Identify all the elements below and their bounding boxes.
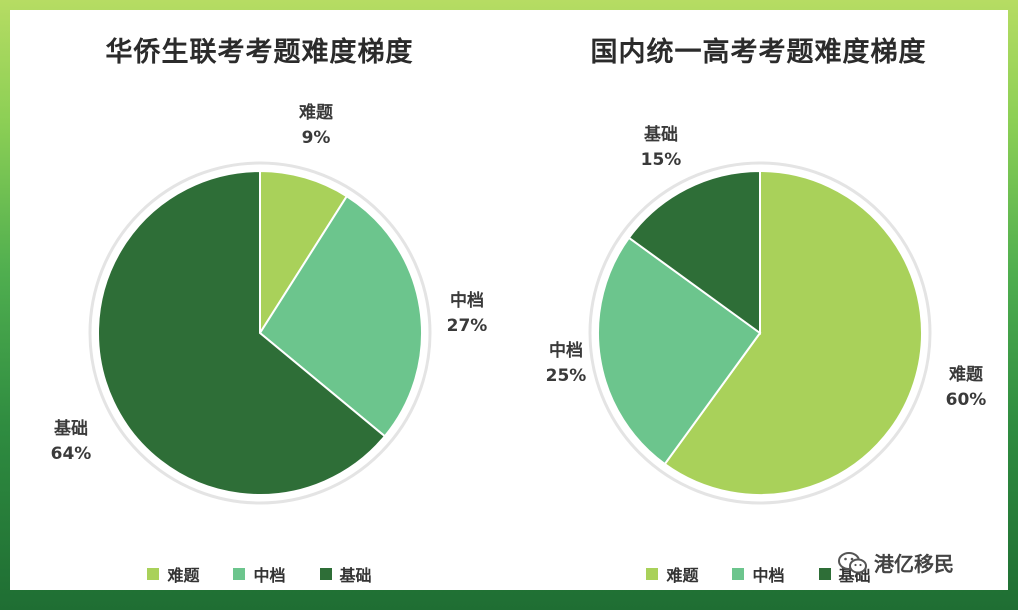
chart-card: 华侨生联考考题难度梯度 难题 9% 中档 27% 基础 64% 难题 中档 基础 国内统一高考… bbox=[10, 10, 1008, 590]
watermark-text: 港亿移民 bbox=[874, 552, 954, 576]
watermark: 港亿移民 bbox=[838, 548, 954, 577]
slice-percent-label: 15% bbox=[641, 150, 682, 170]
legend-label: 难题 bbox=[167, 566, 200, 585]
pie-slice-medium bbox=[258, 194, 423, 438]
legend-swatch bbox=[646, 568, 659, 580]
slice-category-label: 难题 bbox=[298, 102, 334, 123]
pie-slice-basic bbox=[97, 169, 387, 496]
legend-left: 难题 中档 基础 bbox=[10, 562, 509, 586]
legend-label: 难题 bbox=[666, 566, 699, 585]
legend-right: 难题 中档 基础 bbox=[509, 562, 1008, 586]
slice-category-label: 难题 bbox=[948, 364, 984, 385]
slice-category-label: 基础 bbox=[643, 124, 678, 145]
chart-title-left: 华侨生联考考题难度梯度 bbox=[105, 37, 414, 68]
legend-item: 难题 bbox=[646, 562, 698, 586]
legend-swatch bbox=[732, 568, 745, 580]
legend-item: 难题 bbox=[147, 562, 199, 586]
slice-category-label: 基础 bbox=[53, 418, 88, 439]
pie-panel-right: 国内统一高考考题难度梯度 难题 60% 中档 25% 基础 15% 难题 中档 基础 bbox=[509, 10, 1008, 590]
pie-slice-hard bbox=[663, 169, 923, 496]
wechat-icon bbox=[838, 551, 868, 575]
legend-swatch bbox=[319, 568, 332, 580]
chart-title-right: 国内统一高考考题难度梯度 bbox=[590, 37, 927, 68]
legend-swatch bbox=[233, 568, 246, 580]
legend-item: 中档 bbox=[732, 562, 785, 586]
slice-percent-label: 64% bbox=[51, 444, 92, 464]
pie-slice-basic bbox=[627, 169, 761, 335]
pie-slice-hard bbox=[259, 169, 349, 337]
slice-percent-label: 9% bbox=[302, 128, 331, 148]
legend-label: 基础 bbox=[339, 566, 372, 585]
pie-panel-left: 华侨生联考考题难度梯度 难题 9% 中档 27% 基础 64% 难题 中档 基础 bbox=[10, 10, 509, 590]
legend-item: 中档 bbox=[233, 562, 286, 586]
legend-item: 基础 bbox=[319, 562, 372, 586]
legend-label: 中档 bbox=[752, 566, 785, 585]
pie-chart-left: 难题 9% 中档 27% 基础 64% bbox=[51, 102, 488, 505]
slice-percent-label: 60% bbox=[946, 390, 987, 410]
slice-category-label: 中档 bbox=[450, 290, 484, 311]
legend-swatch bbox=[818, 568, 831, 580]
legend-swatch bbox=[147, 568, 160, 580]
slice-category-label: 中档 bbox=[549, 340, 583, 361]
slice-percent-label: 25% bbox=[546, 366, 587, 386]
pie-chart-right: 难题 60% 中档 25% 基础 15% bbox=[546, 124, 987, 505]
pie-slice-medium bbox=[597, 236, 762, 466]
slice-percent-label: 27% bbox=[447, 316, 488, 336]
legend-label: 中档 bbox=[253, 566, 286, 585]
